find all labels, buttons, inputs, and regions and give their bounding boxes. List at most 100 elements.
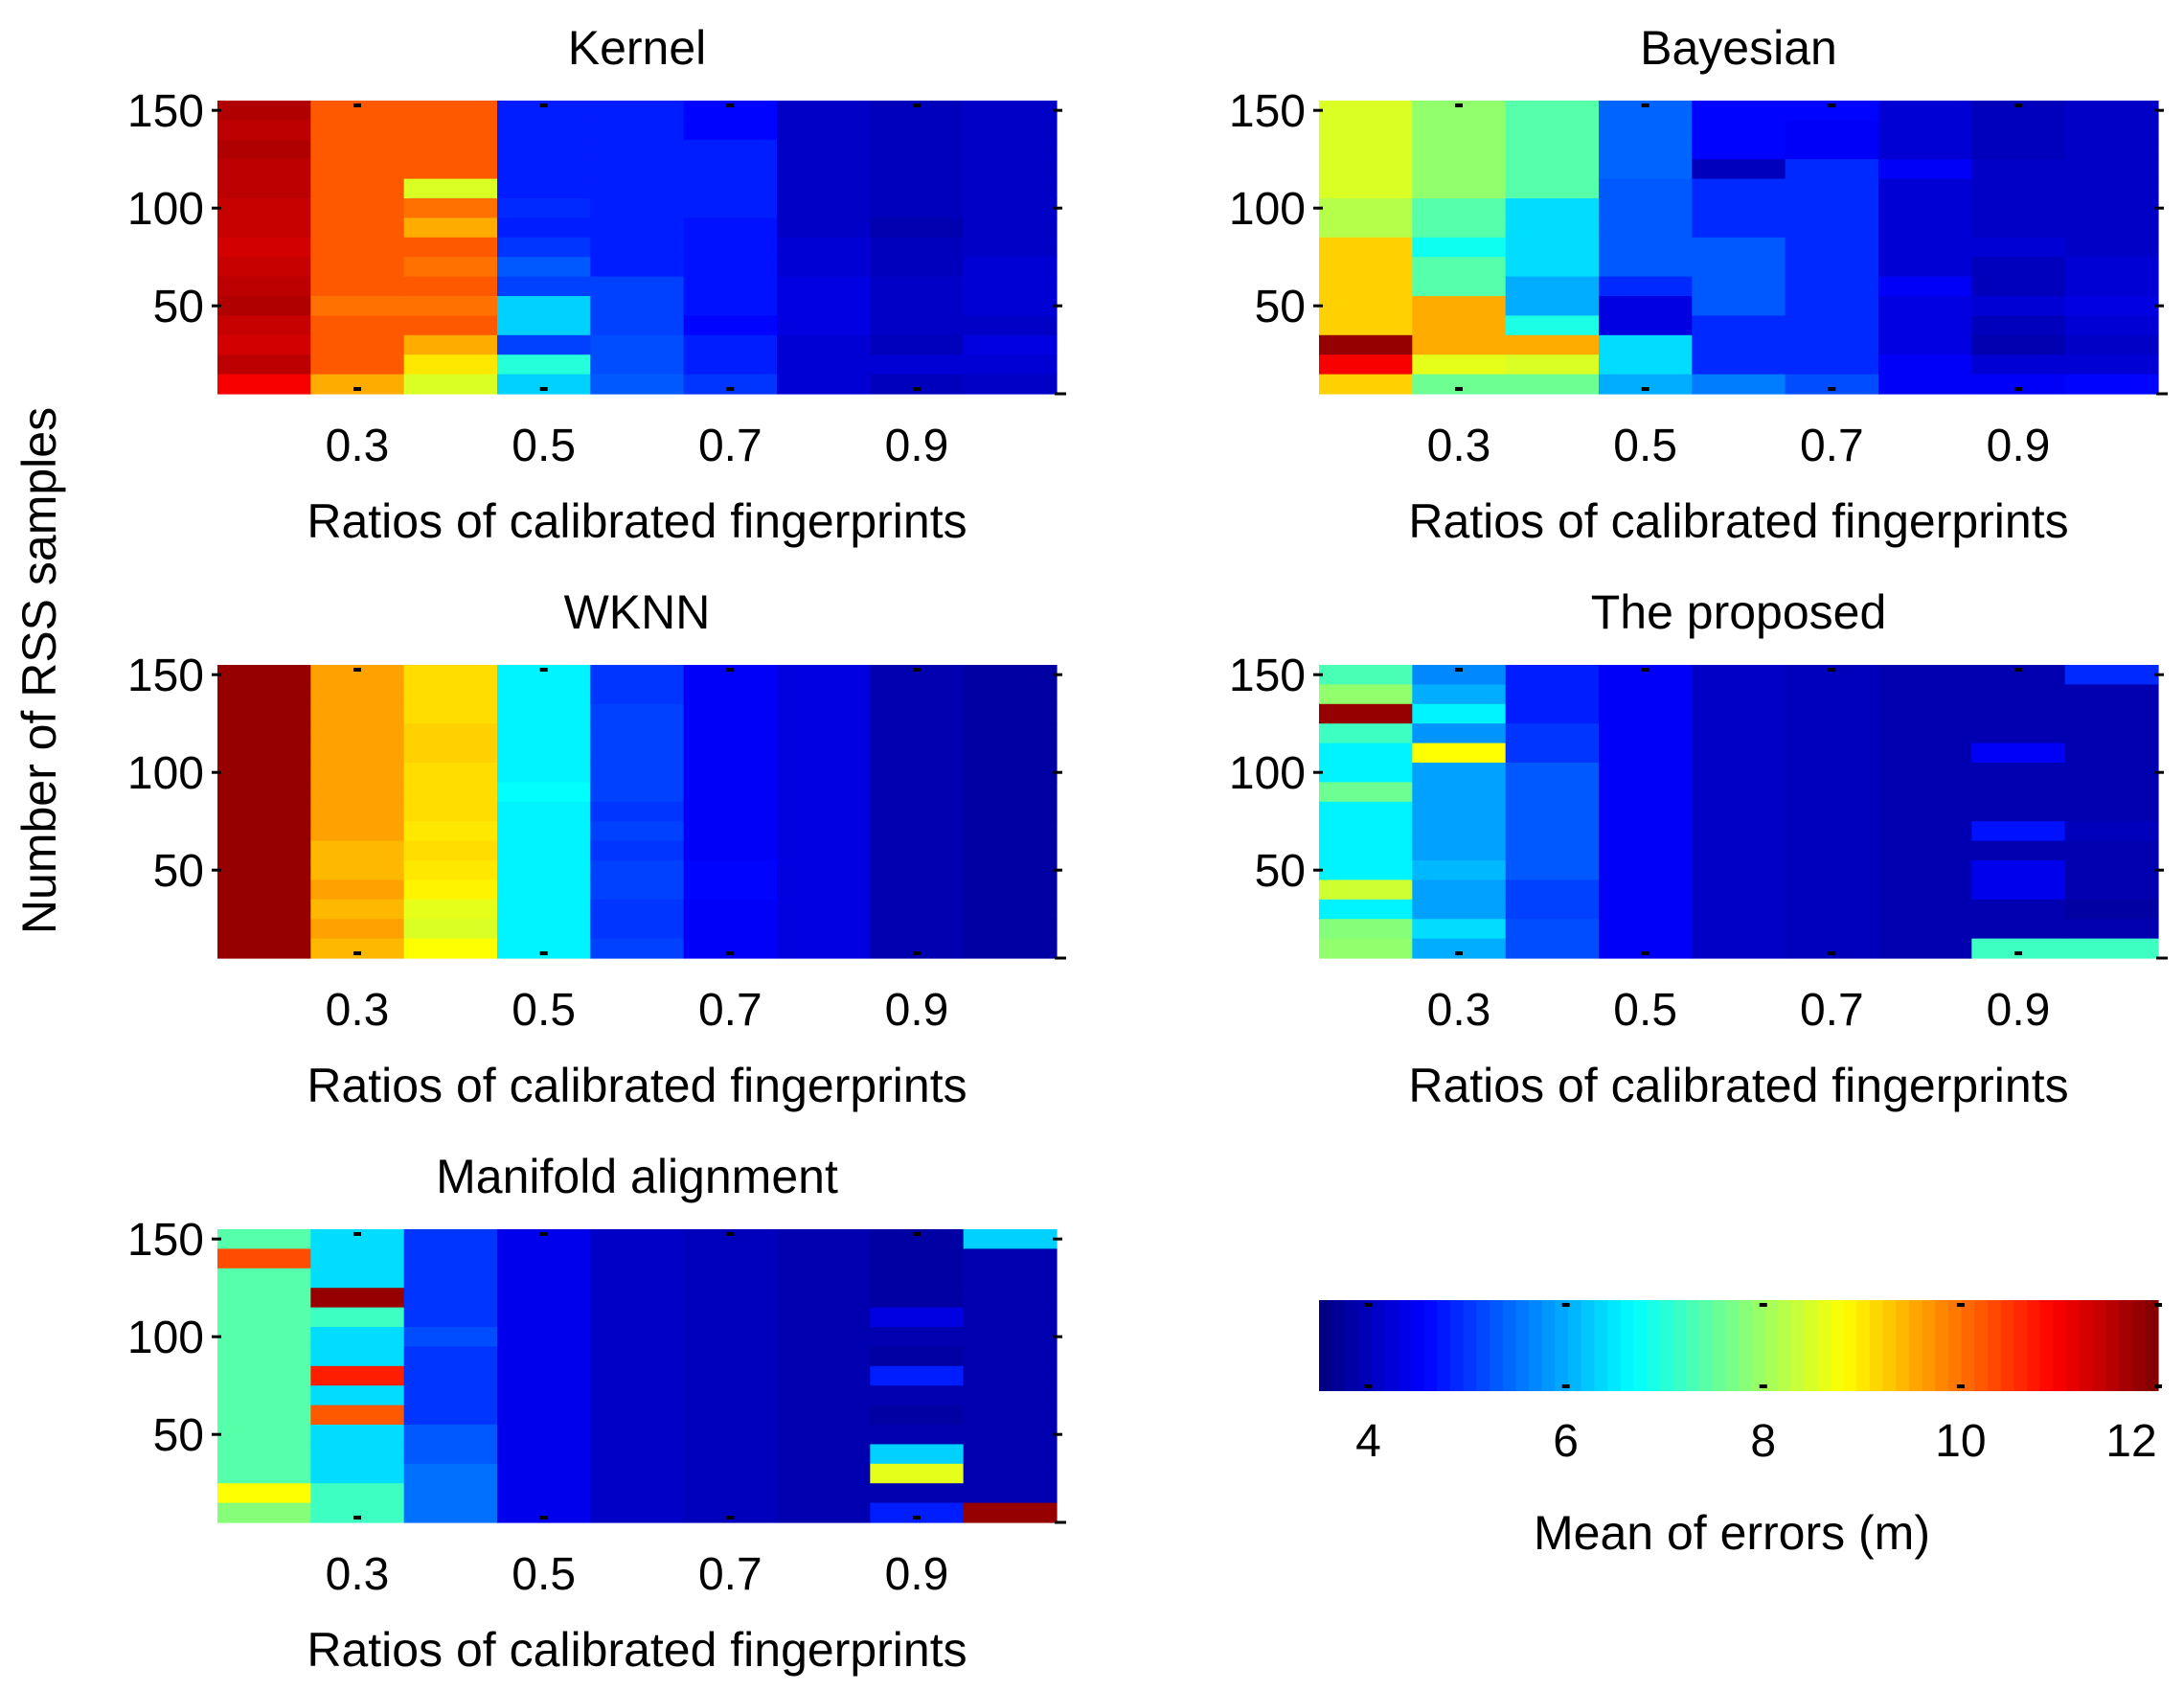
heatmap-cell [963, 665, 1058, 685]
heatmap-kernel: Kernel 150 100 50 0.3 0.5 0.7 0.9 Ratios of cali… [127, 21, 1066, 548]
heatmap-cell [870, 763, 965, 783]
colorbar-swatch [2079, 1300, 2094, 1391]
x-tick-label: 0.7 [1800, 421, 1864, 471]
heatmap-cell [2064, 198, 2159, 218]
heatmap-cell [777, 257, 871, 278]
heatmap-cell [1412, 860, 1507, 880]
heatmap-cell [403, 101, 498, 121]
heatmap-cell [1412, 763, 1507, 783]
heatmap-cell [1412, 315, 1507, 336]
heatmap-cell [1412, 665, 1507, 685]
heatmap-cell [217, 101, 311, 121]
heatmap-cell [310, 801, 405, 822]
heatmap-cell [683, 334, 778, 355]
heatmap-cell [777, 1346, 871, 1367]
heatmap-cell [497, 1483, 591, 1504]
x-tick-label: 0.7 [698, 985, 762, 1036]
heatmap-cell [1505, 315, 1600, 336]
y-tick-label: 100 [127, 748, 204, 799]
y-tick-label: 100 [1229, 748, 1306, 799]
heatmap-cell [310, 334, 405, 355]
heatmap-cell [217, 1463, 311, 1484]
y-tick-label: 50 [1255, 846, 1306, 897]
y-tick-label: 150 [1229, 86, 1306, 137]
heatmap-cell [1785, 899, 1879, 920]
heatmap-cell [777, 276, 871, 297]
heatmap-cell [497, 1502, 591, 1523]
heatmap-cell [310, 899, 405, 920]
heatmap-cell [1692, 120, 1786, 141]
heatmap-cell [2064, 821, 2159, 842]
x-tick-label: 0.5 [1613, 421, 1677, 471]
heatmap-cell [963, 1483, 1058, 1504]
colorbar-swatch [1555, 1300, 1569, 1391]
heatmap-cell [777, 899, 871, 920]
heatmap-cell [2064, 101, 2159, 121]
heatmap-cell [683, 1365, 778, 1386]
heatmap-cell [1785, 723, 1879, 744]
heatmap-cell [310, 1502, 405, 1523]
heatmap-cell [870, 821, 965, 842]
heatmap-cell [1412, 880, 1507, 901]
heatmap-cell [683, 1307, 778, 1328]
heatmap-cell [403, 354, 498, 376]
heatmap-cell [777, 217, 871, 239]
x-axis-label: Ratios of calibrated fingerprints [307, 1059, 967, 1112]
heatmap-cell [403, 665, 498, 685]
heatmap-cell [217, 782, 311, 803]
colorbar-swatch [1449, 1300, 1465, 1391]
heatmap-cell [2064, 743, 2159, 764]
heatmap-cell [777, 1444, 871, 1465]
heatmap-cell [1505, 938, 1600, 959]
heatmap-cell [1599, 860, 1693, 880]
heatmap-cell [1692, 276, 1786, 297]
heatmap-cell [1599, 840, 1693, 861]
heatmap-cell [1971, 237, 2066, 258]
heatmap-cell [1971, 159, 2066, 180]
heatmap-cell [683, 276, 778, 297]
heatmap-cell [497, 159, 591, 180]
heatmap-cell [1319, 665, 1413, 685]
heatmap-cell [870, 178, 965, 199]
heatmap-cell [870, 860, 965, 880]
heatmap-cell [777, 763, 871, 783]
heatmap-cell [1785, 763, 1879, 783]
heatmap-cell [777, 1307, 871, 1328]
heatmap-cell [1412, 178, 1507, 199]
heatmap-cell [2064, 840, 2159, 861]
heatmap-cell [590, 782, 685, 803]
heatmap-cell [870, 334, 965, 355]
y-tick-label: 50 [153, 846, 204, 897]
heatmap-cell [590, 938, 685, 959]
heatmap-cell [870, 120, 965, 141]
heatmap-cell [683, 703, 778, 724]
heatmap-cell [590, 257, 685, 278]
heatmap-cell [963, 1288, 1058, 1309]
heatmap-cell [1785, 257, 1879, 278]
heatmap-cell [963, 1327, 1058, 1347]
heatmap-cell [1412, 354, 1507, 376]
heatmap-cell [1412, 237, 1507, 258]
heatmap-cell [1692, 899, 1786, 920]
heatmap-cell [590, 1385, 685, 1406]
heatmap-cell [497, 703, 591, 724]
heatmap-cell [963, 159, 1058, 180]
x-tick-label: 0.5 [512, 1549, 576, 1600]
heatmap-cell [870, 1248, 965, 1269]
heatmap-cell [963, 801, 1058, 822]
panel-title: Manifold alignment [436, 1150, 838, 1203]
heatmap-cell [1599, 899, 1693, 920]
heatmap-cell [310, 237, 405, 258]
heatmap-cell [963, 821, 1058, 842]
heatmap-cell [870, 703, 965, 724]
heatmap-cell [963, 1463, 1058, 1484]
heatmap-cell [870, 743, 965, 764]
heatmap-cell [2064, 276, 2159, 297]
y-tick-label: 50 [153, 1410, 204, 1461]
heatmap-cell [217, 296, 311, 316]
heatmap-cell [217, 1307, 311, 1328]
heatmap-cell [1505, 899, 1600, 920]
colorbar-swatch [2013, 1300, 2028, 1391]
heatmap-cell [590, 1483, 685, 1504]
heatmap-cell [1505, 374, 1600, 395]
